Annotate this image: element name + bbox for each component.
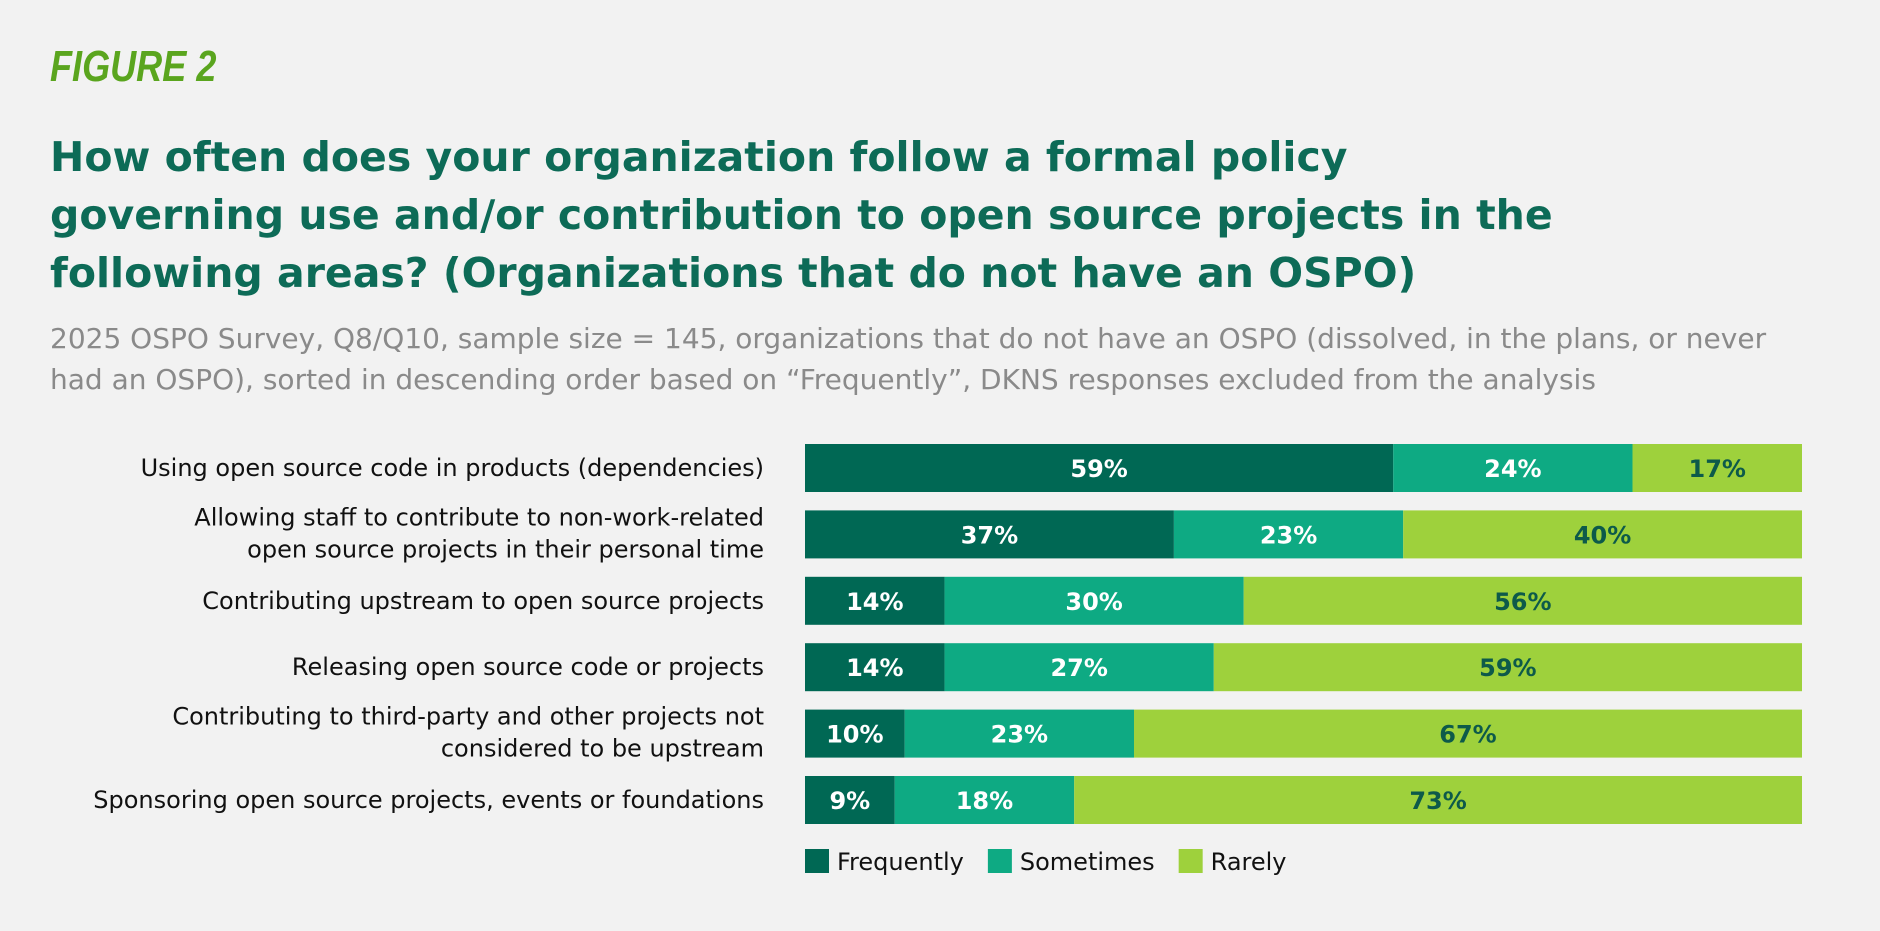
data-label: 59%	[1479, 654, 1536, 682]
data-label: 14%	[846, 588, 903, 616]
bar-segment-frequently	[805, 510, 1174, 559]
data-label: 40%	[1574, 521, 1631, 549]
category-label: Contributing to third-party and other pr…	[172, 703, 764, 763]
bar-segment-frequently	[805, 576, 945, 625]
data-label: 18%	[956, 787, 1013, 815]
bar-segment-rarely	[1403, 510, 1802, 559]
bar-segment-frequently	[805, 776, 895, 824]
data-label: 73%	[1409, 787, 1466, 815]
data-label: 59%	[1070, 455, 1127, 483]
data-label: 17%	[1689, 455, 1746, 483]
bar-segment-rarely	[1213, 643, 1802, 692]
data-label: 10%	[826, 721, 883, 749]
category-label: Contributing upstream to open source pro…	[202, 587, 764, 615]
category-label: Releasing open source code or projects	[292, 653, 764, 681]
data-label: 27%	[1050, 654, 1107, 682]
legend-label: Frequently	[837, 848, 964, 876]
bar-segment-sometimes	[1173, 510, 1404, 559]
chart-subtitle: 2025 OSPO Survey, Q8/Q10, sample size = …	[50, 322, 1767, 396]
bar-segment-rarely	[1134, 709, 1802, 758]
bar-segment-frequently	[805, 643, 945, 692]
bar-segment-rarely	[1632, 444, 1802, 492]
chart-title: How often does your organization follow …	[50, 133, 1553, 297]
bar-segment-sometimes	[904, 709, 1135, 758]
bar-segment-frequently	[805, 444, 1394, 492]
bar-segment-sometimes	[944, 576, 1244, 625]
data-label: 23%	[1260, 521, 1317, 549]
data-label: 24%	[1484, 455, 1541, 483]
data-label: 14%	[846, 654, 903, 682]
data-label: 37%	[961, 521, 1018, 549]
legend-label: Rarely	[1211, 848, 1287, 876]
figure-label: FIGURE 2	[50, 42, 217, 91]
category-label: Sponsoring open source projects, events …	[93, 786, 764, 814]
bar-segment-sometimes	[944, 643, 1214, 692]
legend-swatch	[805, 849, 829, 873]
data-label: 30%	[1065, 588, 1122, 616]
data-label: 67%	[1439, 721, 1496, 749]
category-label: Allowing staff to contribute to non-work…	[194, 503, 764, 563]
data-label: 56%	[1494, 588, 1551, 616]
legend-swatch	[1178, 849, 1203, 873]
bar-segment-sometimes	[1393, 444, 1633, 492]
data-label: 9%	[829, 787, 870, 815]
legend-swatch	[987, 849, 1012, 873]
bar-segment-sometimes	[894, 776, 1075, 824]
bar-segment-frequently	[805, 709, 905, 758]
legend-label: Sometimes	[1020, 848, 1155, 876]
category-label: Using open source code in products (depe…	[141, 454, 764, 482]
bar-segment-rarely	[1074, 776, 1802, 824]
bar-segment-rarely	[1243, 576, 1802, 625]
data-label: 23%	[991, 721, 1048, 749]
